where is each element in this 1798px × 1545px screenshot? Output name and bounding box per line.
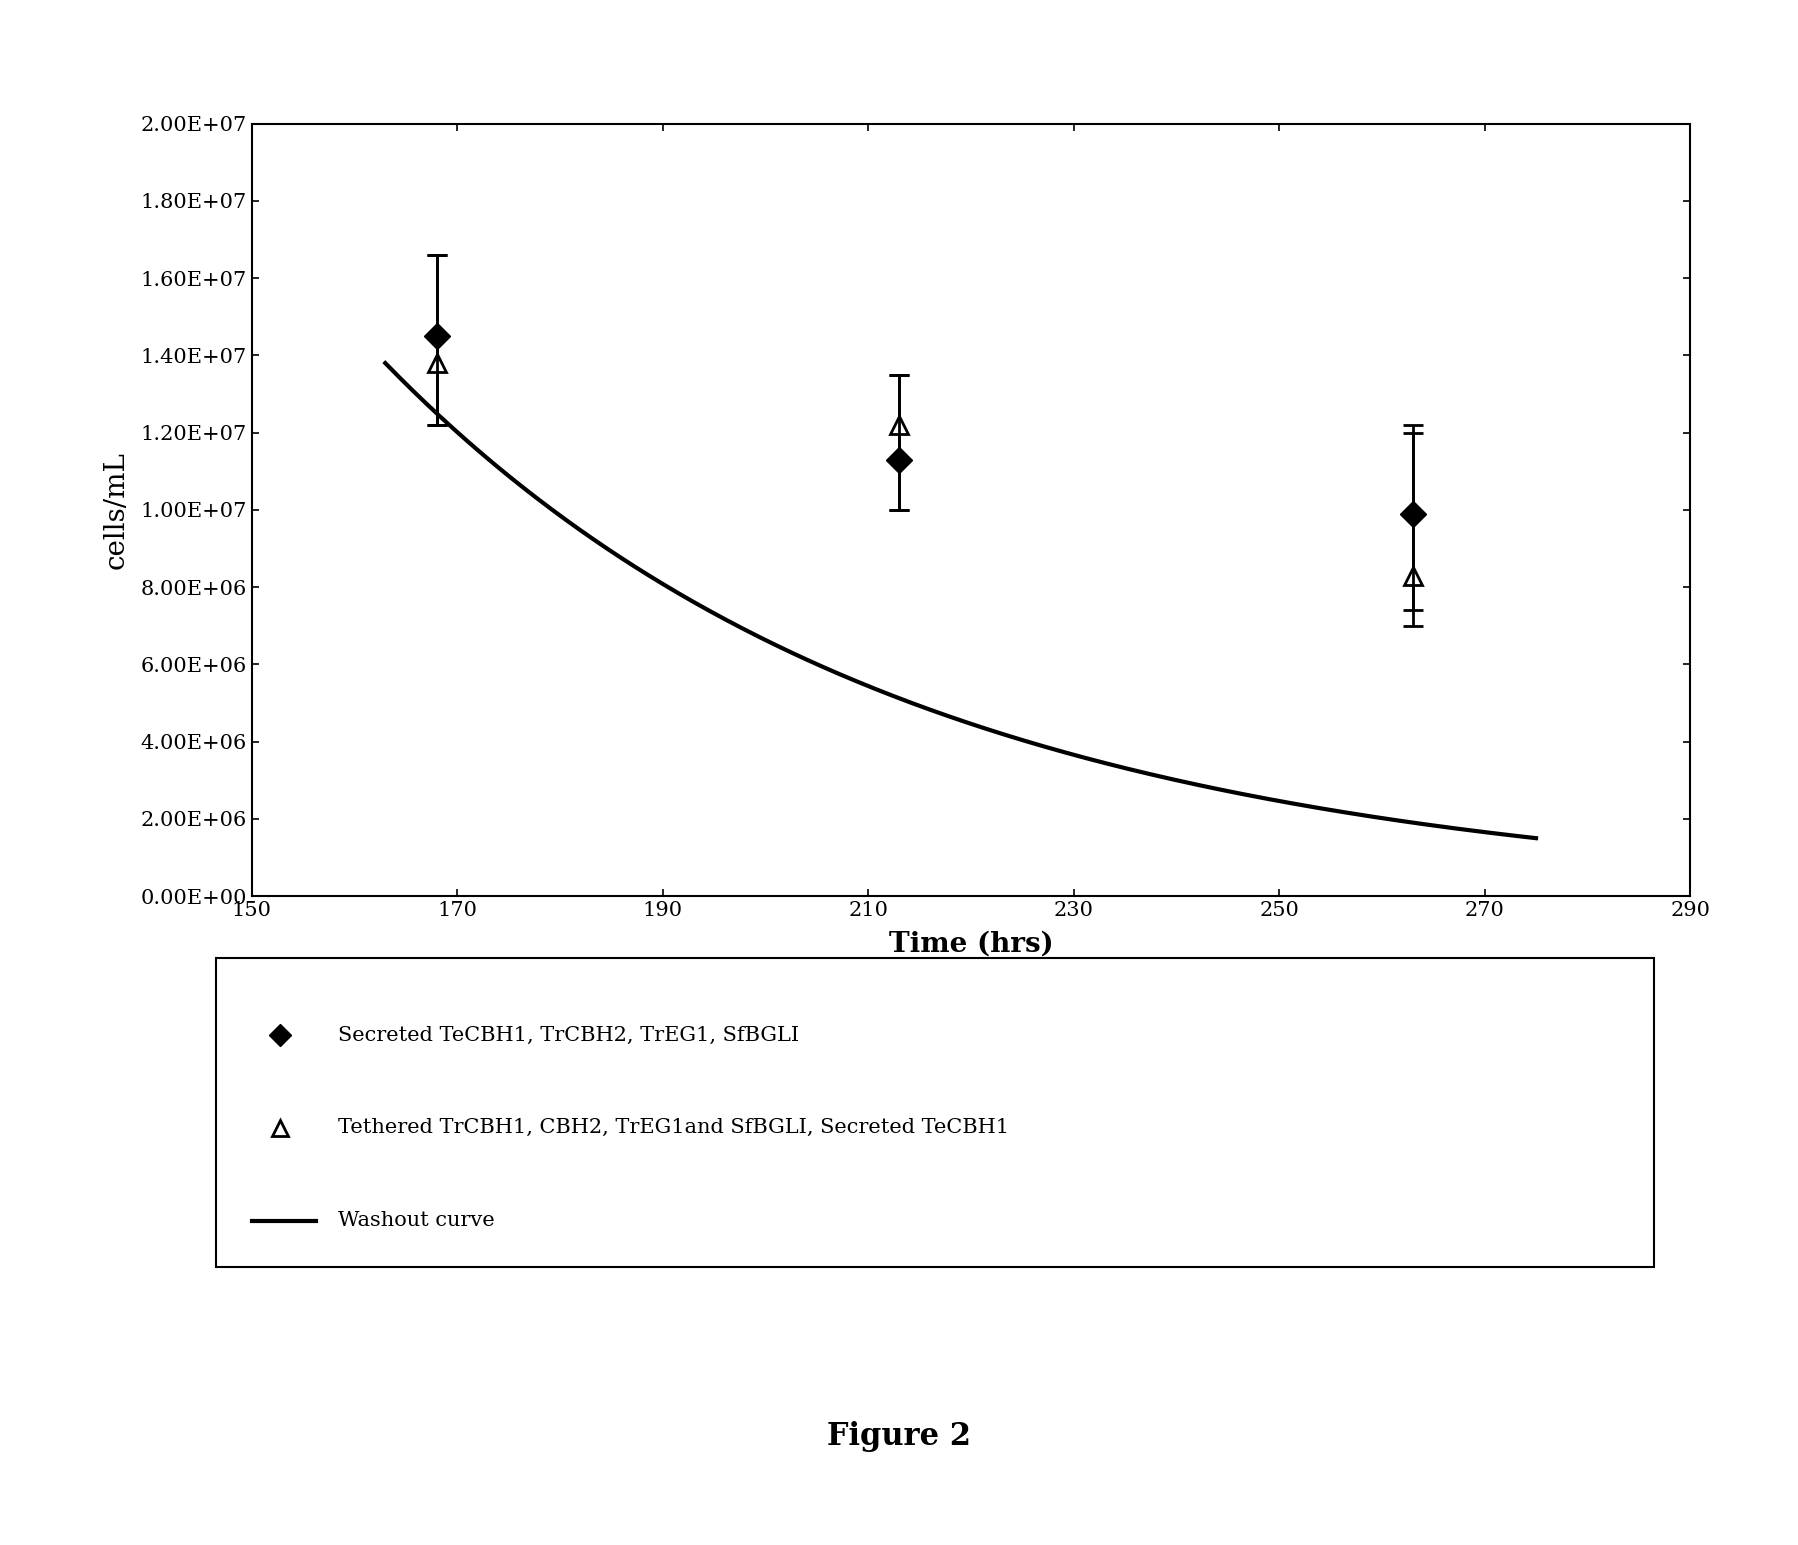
FancyBboxPatch shape xyxy=(216,958,1654,1267)
Y-axis label: cells/mL: cells/mL xyxy=(102,451,129,569)
X-axis label: Time (hrs): Time (hrs) xyxy=(888,932,1054,958)
Text: Tethered TrCBH1, CBH2, TrEG1and SfBGLI, Secreted TeCBH1: Tethered TrCBH1, CBH2, TrEG1and SfBGLI, … xyxy=(338,1119,1009,1137)
Text: Figure 2: Figure 2 xyxy=(827,1421,971,1452)
Text: Washout curve: Washout curve xyxy=(338,1211,494,1230)
Text: Secreted TeCBH1, TrCBH2, TrEG1, SfBGLI: Secreted TeCBH1, TrCBH2, TrEG1, SfBGLI xyxy=(338,1026,798,1044)
